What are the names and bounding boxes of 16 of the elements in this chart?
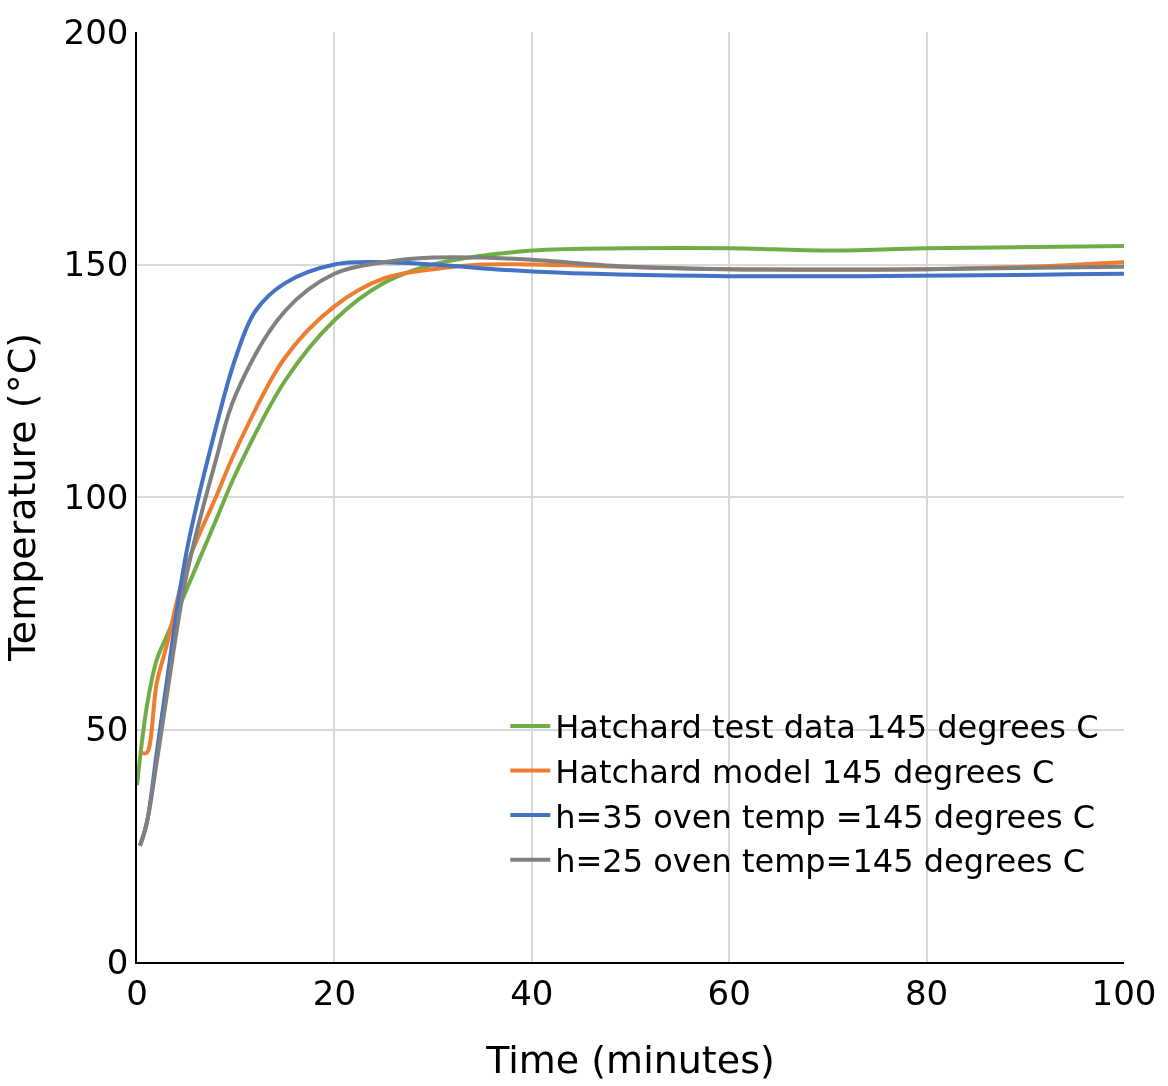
y-tick-label: 200	[63, 11, 129, 52]
y-axis-title: Temperature (°C)	[0, 333, 44, 662]
x-tick-label: 80	[904, 972, 949, 1013]
legend-label: h=35 oven temp =145 degrees C	[555, 797, 1096, 836]
legend-label: h=25 oven temp=145 degrees C	[555, 842, 1086, 881]
x-tick-label: 100	[1091, 972, 1157, 1013]
x-axis-title: Time (minutes)	[485, 1038, 775, 1083]
legend-label: Hatchard model 145 degrees C	[555, 752, 1055, 791]
y-tick-label: 50	[85, 709, 129, 750]
legend-label: Hatchard test data 145 degrees C	[555, 708, 1099, 747]
y-tick-label: 0	[106, 941, 129, 982]
x-tick-label: 20	[312, 972, 357, 1013]
x-tick-label: 40	[510, 972, 554, 1013]
y-tick-label: 100	[63, 476, 129, 517]
y-tick-label: 150	[63, 244, 129, 285]
x-tick-label: 60	[707, 972, 751, 1013]
